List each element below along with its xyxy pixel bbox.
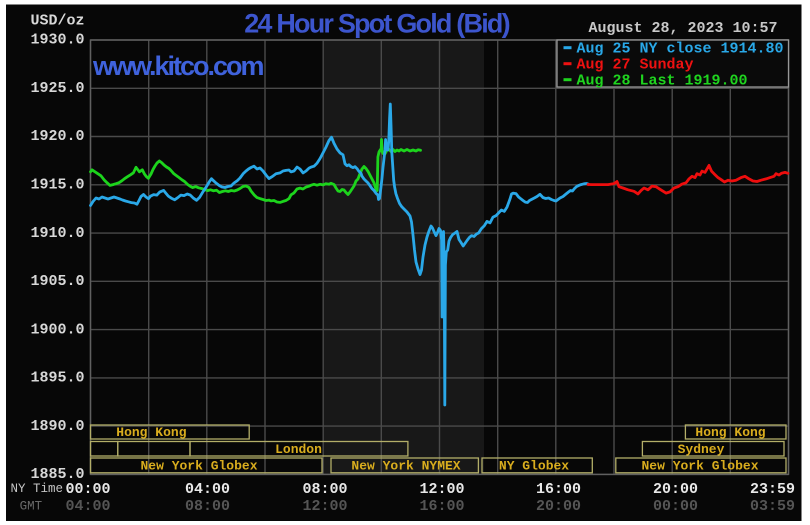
svg-text:NY Globex: NY Globex (499, 459, 569, 474)
svg-text:Hong Kong: Hong Kong (116, 425, 186, 440)
svg-text:1885.0: 1885.0 (30, 466, 84, 483)
svg-text:1915.0: 1915.0 (30, 177, 84, 194)
svg-text:08:00: 08:00 (302, 481, 347, 498)
svg-text:Sydney: Sydney (678, 442, 725, 457)
svg-text:www.kitco.com: www.kitco.com (92, 51, 264, 81)
svg-text:00:00: 00:00 (653, 498, 698, 515)
svg-text:04:00: 04:00 (185, 481, 230, 498)
svg-text:New York NYMEX: New York NYMEX (351, 459, 460, 474)
svg-text:GMT: GMT (20, 500, 43, 514)
svg-text:1890.0: 1890.0 (30, 418, 84, 435)
svg-text:Aug 28 Last 1919.00: Aug 28 Last 1919.00 (577, 73, 748, 90)
svg-text:24 Hour Spot Gold (Bid): 24 Hour Spot Gold (Bid) (244, 9, 509, 39)
svg-text:20:00: 20:00 (536, 498, 581, 515)
svg-text:1895.0: 1895.0 (30, 370, 84, 387)
svg-text:20:00: 20:00 (653, 481, 698, 498)
svg-text:16:00: 16:00 (536, 481, 581, 498)
svg-text:1920.0: 1920.0 (30, 128, 84, 145)
svg-text:USD/oz: USD/oz (30, 13, 84, 30)
svg-text:1925.0: 1925.0 (30, 80, 84, 97)
svg-text:Aug 25 NY close 1914.80: Aug 25 NY close 1914.80 (577, 41, 784, 58)
svg-text:August 28, 2023 10:57: August 28, 2023 10:57 (589, 20, 778, 37)
svg-text:Aug 27 Sunday: Aug 27 Sunday (577, 57, 694, 74)
svg-text:1905.0: 1905.0 (30, 273, 84, 290)
svg-text:London: London (275, 442, 322, 457)
svg-text:1930.0: 1930.0 (30, 32, 84, 49)
svg-text:16:00: 16:00 (419, 498, 464, 515)
svg-text:12:00: 12:00 (302, 498, 347, 515)
svg-text:New York Globex: New York Globex (140, 459, 257, 474)
svg-text:04:00: 04:00 (65, 498, 110, 515)
svg-text:08:00: 08:00 (185, 498, 230, 515)
svg-text:00:00: 00:00 (65, 481, 110, 498)
svg-text:Hong Kong: Hong Kong (695, 425, 765, 440)
svg-text:1910.0: 1910.0 (30, 225, 84, 242)
svg-text:NY Time: NY Time (11, 482, 64, 496)
svg-text:03:59: 03:59 (750, 498, 795, 515)
svg-text:New York Globex: New York Globex (641, 459, 758, 474)
svg-text:23:59: 23:59 (750, 481, 795, 498)
svg-text:12:00: 12:00 (419, 481, 464, 498)
svg-text:1900.0: 1900.0 (30, 321, 84, 338)
